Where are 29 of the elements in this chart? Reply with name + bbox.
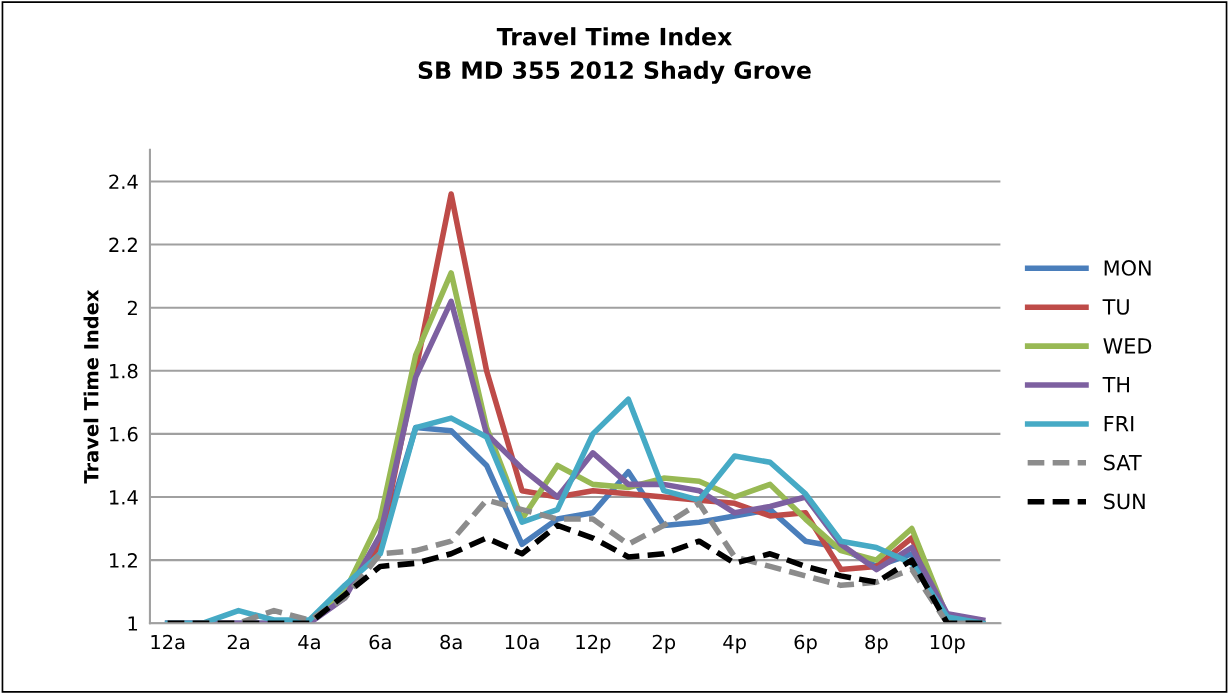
y-tick-label: 1 <box>128 616 138 631</box>
legend-label: SAT <box>1104 454 1142 471</box>
y-tick-label: 2.2 <box>109 237 137 252</box>
x-tick-label: 2p <box>652 634 676 654</box>
chart-title: Travel Time Index SB MD 355 2012 Shady Grove <box>418 27 811 84</box>
x-tick-label: 2a <box>227 634 249 650</box>
legend-label: WED <box>1103 338 1152 354</box>
y-tick-label: 1.8 <box>110 363 138 379</box>
legend-label: SUN <box>1104 493 1145 510</box>
y-tick-label: 1.6 <box>110 426 138 442</box>
legend-label: FRI <box>1104 416 1134 432</box>
x-tick-label: 6p <box>794 634 817 654</box>
x-tick-label: 8p <box>865 634 888 654</box>
y-tick-label: 2.4 <box>109 174 138 189</box>
legend-label: TU <box>1102 299 1129 315</box>
legend-label: TH <box>1102 377 1130 393</box>
x-tick-label: 4p <box>723 634 746 654</box>
x-tick-label: 10a <box>505 634 539 650</box>
legend-label: MON <box>1104 260 1151 276</box>
y-axis-title: Travel Time Index <box>83 289 99 484</box>
x-tick-label: 12a <box>151 634 185 650</box>
x-tick-label: 6a <box>369 634 391 650</box>
x-tick-label: 4a <box>298 634 320 650</box>
x-tick-label: 12p <box>576 634 611 654</box>
x-tick-label: 10p <box>930 634 965 654</box>
y-tick-label: 1.2 <box>110 553 137 568</box>
y-tick-label: 1.4 <box>110 490 138 505</box>
y-tick-label: 2 <box>127 300 137 316</box>
x-tick-label: 8a <box>440 634 462 650</box>
